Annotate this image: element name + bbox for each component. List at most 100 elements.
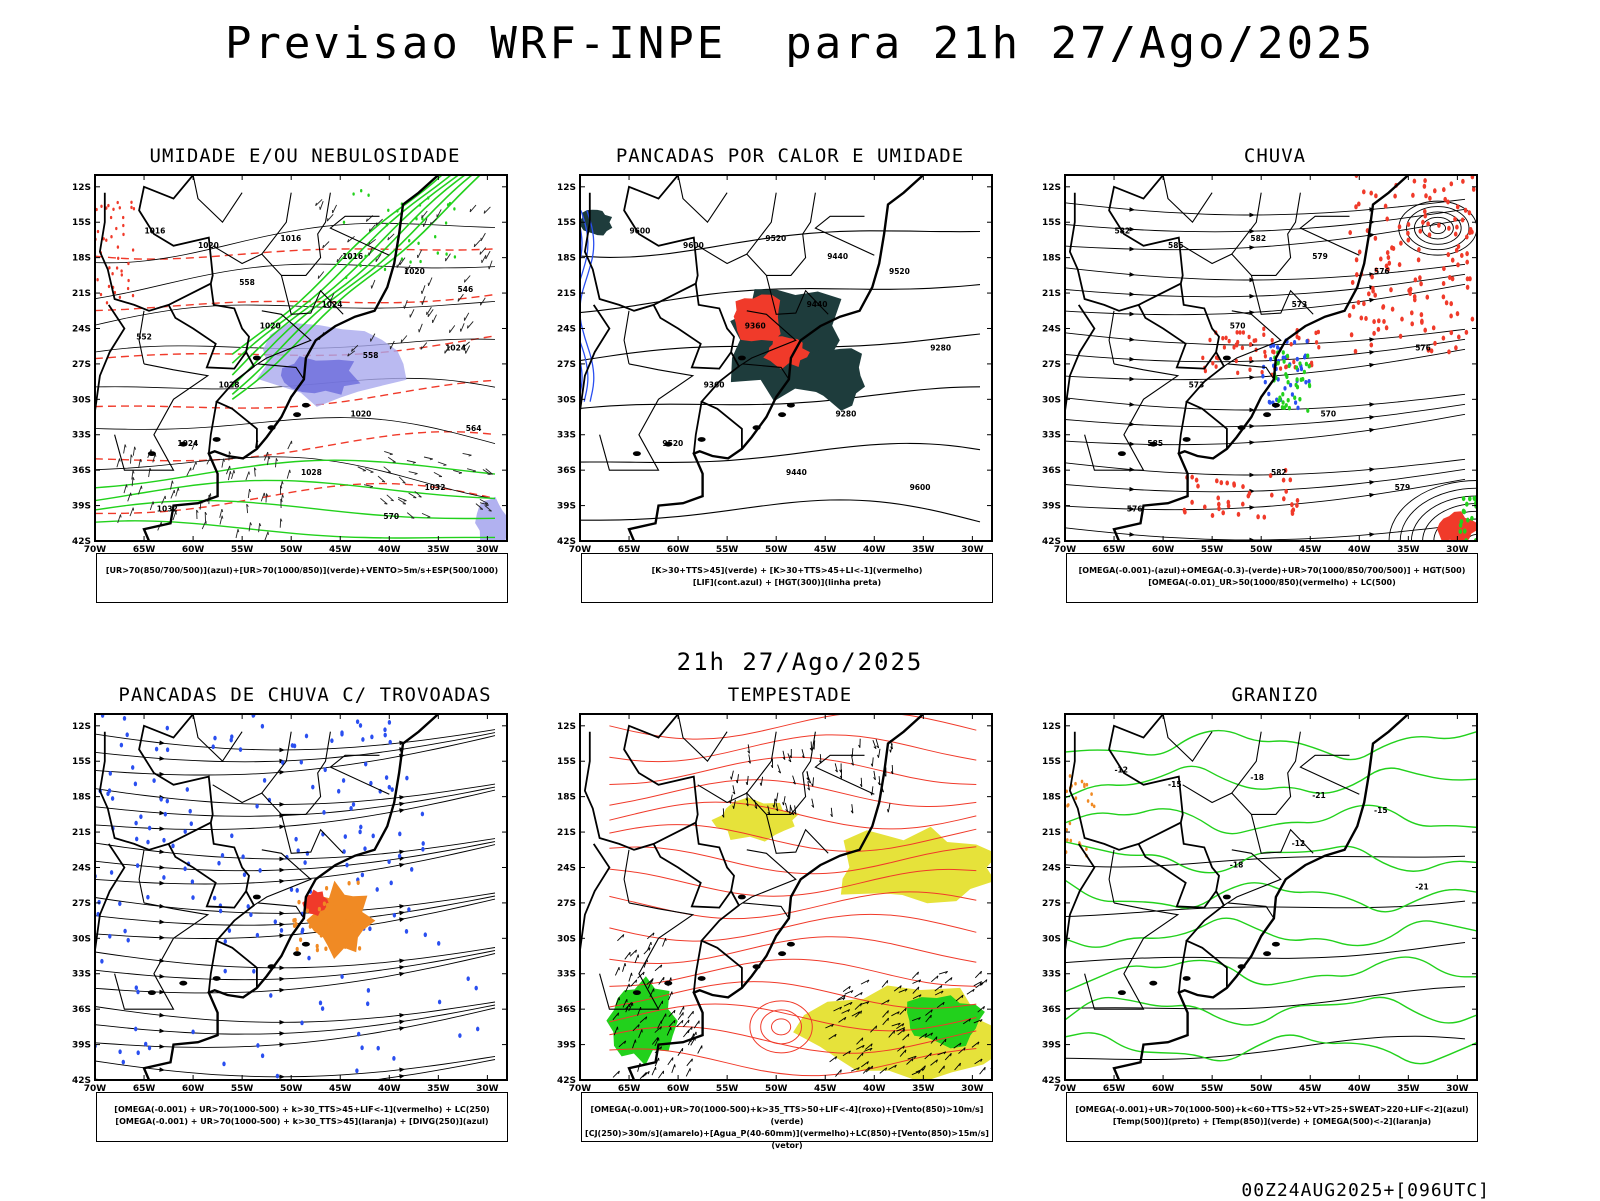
rain-fill-red <box>1456 311 1460 316</box>
storm-fill-orange <box>344 902 347 906</box>
divergence-mark-blue <box>388 785 391 790</box>
wind-vector <box>672 1064 675 1073</box>
rain-fill-red <box>1249 356 1252 360</box>
rain-fill-green <box>1287 380 1290 384</box>
omega-mark-orange <box>1091 803 1094 807</box>
wind-vector <box>422 285 425 294</box>
storm-fill-orange <box>349 902 352 906</box>
rain-fill-red <box>1195 478 1199 483</box>
wind-vector <box>222 459 224 468</box>
rain-fill-red <box>1379 256 1383 261</box>
omega-mark-orange <box>1066 804 1069 808</box>
contour-label: 576 <box>1374 267 1390 276</box>
streamline-arrow <box>1249 424 1255 429</box>
lat-tick-label: 12S <box>1042 722 1061 732</box>
wind-vector <box>430 219 436 225</box>
state-border <box>1109 850 1114 903</box>
wind-vector-head <box>775 799 776 802</box>
storm-fill-orange <box>345 920 348 924</box>
rain-fill-red <box>1296 334 1299 338</box>
lat-tick-label: 36S <box>72 1005 91 1015</box>
lat-tick-label: 21S <box>72 828 91 838</box>
lat-tick-label: 21S <box>557 289 576 299</box>
wind-vector-head <box>230 471 231 474</box>
rain-fill-red <box>1289 477 1293 482</box>
wind-vector <box>467 321 473 328</box>
rain-fill-red <box>1461 217 1465 222</box>
relief-mark <box>117 201 119 204</box>
lake-mark <box>1272 403 1280 408</box>
lat-tick-label: 24S <box>1042 324 1061 334</box>
country-border <box>100 714 213 850</box>
lat-tick-label: 27S <box>557 360 576 370</box>
rain-fill-red <box>1215 364 1218 368</box>
wind-vector-head <box>249 472 250 475</box>
lat-tick-label: 33S <box>1042 970 1061 980</box>
rain-fill-red <box>1385 325 1389 330</box>
rain-fill-red <box>1296 498 1300 503</box>
wind-vector <box>236 529 238 538</box>
wind-vector <box>835 1070 841 1077</box>
divergence-mark-blue <box>340 974 343 979</box>
rain-fill-green <box>1462 496 1466 501</box>
wind-vector-head <box>931 1015 932 1018</box>
lat-tick-label: 12S <box>1042 183 1061 193</box>
divergence-mark-blue <box>219 909 222 914</box>
country-border <box>100 175 213 311</box>
streamline-arrow <box>159 865 165 870</box>
contour-label: -15 <box>1374 806 1388 815</box>
wind-vector-head <box>760 783 761 786</box>
divergence-mark-blue <box>319 1001 322 1006</box>
divergence-mark-blue <box>391 787 394 792</box>
divergence-mark-blue <box>228 928 231 933</box>
rain-fill-red <box>1360 315 1364 320</box>
streamline-arrow <box>1249 375 1255 380</box>
contour-label: 579 <box>1395 483 1411 492</box>
streamline-arrow <box>399 972 405 977</box>
divergence-mark-blue <box>392 1056 395 1061</box>
rain-fill-blue <box>1308 379 1311 383</box>
wind-vector-head <box>264 493 265 496</box>
rain-fill-red <box>1362 189 1366 194</box>
map-content: 5825855825795765735705765735705855825795… <box>1028 173 1535 561</box>
divergence-mark-blue <box>212 744 215 749</box>
relief-mark <box>112 208 114 211</box>
streamline-arrow <box>1129 247 1135 252</box>
wind-vector-head <box>283 495 284 498</box>
country-border <box>1139 823 1219 908</box>
legend-box: [OMEGA(-0.001) + UR>70(1000-500) + k>30_… <box>96 1092 508 1142</box>
streamline-arrow <box>399 917 405 922</box>
storm-fill-orange <box>330 924 333 928</box>
divergence-mark-blue <box>475 986 478 991</box>
divergence-mark-blue <box>421 812 424 817</box>
wind-vector <box>316 199 323 205</box>
relief-mark <box>106 301 108 304</box>
wind-vector-head <box>467 325 468 328</box>
rain-fill-red <box>1271 338 1274 342</box>
divergence-mark-blue <box>359 825 362 830</box>
rain-fill-red <box>1460 253 1464 258</box>
divergence-mark-blue <box>356 719 359 724</box>
wind-vector <box>776 793 778 802</box>
divergence-mark-blue <box>438 1000 441 1005</box>
humidity-speck <box>360 189 362 192</box>
lake-mark <box>787 942 795 947</box>
contour-line <box>95 521 495 538</box>
rain-fill-red <box>1217 502 1221 507</box>
streamline-arrow <box>279 1042 285 1047</box>
wind-vector <box>333 205 337 213</box>
humidity-speck <box>396 209 398 212</box>
relief-mark <box>117 245 119 248</box>
rain-fill-red <box>1406 231 1410 236</box>
rain-fill-red <box>1423 209 1427 214</box>
rain-fill-red <box>1348 313 1352 318</box>
panel-title: UMIDADE E/OU NEBULOSIDADE <box>45 145 565 167</box>
divergence-mark-blue <box>123 716 126 721</box>
rain-fill-red <box>1261 370 1264 374</box>
state-border <box>815 216 874 255</box>
divergence-mark-blue <box>108 788 111 793</box>
panel-title: TEMPESTADE <box>530 684 1050 706</box>
divergence-mark-blue <box>303 860 306 865</box>
streamline-arrow <box>1249 245 1255 250</box>
